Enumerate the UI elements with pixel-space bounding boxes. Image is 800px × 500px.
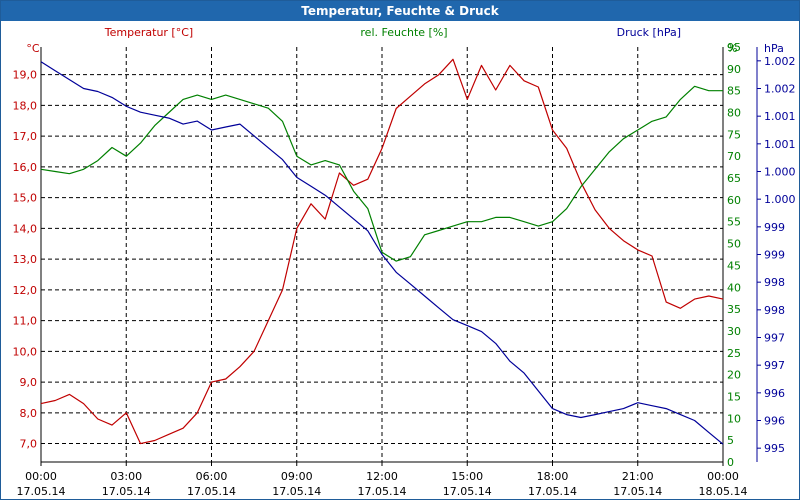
temperature-tick-label: 8,0 (20, 407, 38, 420)
pressure-tick-label: 998 (764, 276, 785, 289)
x-tick-time: 12:00 (366, 470, 398, 483)
pressure-tick-label: 999 (764, 221, 785, 234)
humidity-tick-label: 5 (727, 434, 734, 447)
grid-lines (41, 47, 723, 462)
humidity-tick-label: 65 (727, 172, 741, 185)
temperature-series-label: Temperatur [°C] (104, 26, 193, 39)
humidity-tick-label: 50 (727, 238, 741, 251)
x-tick-date: 17.05.14 (443, 485, 492, 498)
temperature-tick-label: 10,0 (13, 345, 38, 358)
temperature-tick-label: 16,0 (13, 161, 38, 174)
pressure-tick-label: 1.001 (764, 110, 796, 123)
humidity-tick-label: 80 (727, 107, 741, 120)
humidity-tick-label: 20 (727, 369, 741, 382)
pressure-series-label: Druck [hPa] (617, 26, 681, 39)
humidity-tick-label: 30 (727, 325, 741, 338)
x-tick-time: 00:00 (25, 470, 57, 483)
x-tick-time: 09:00 (281, 470, 313, 483)
temperature-tick-label: 12,0 (13, 284, 38, 297)
x-tick-date: 17.05.14 (187, 485, 236, 498)
temperature-line (40, 58, 724, 445)
humidity-tick-label: 15 (727, 390, 741, 403)
pressure-unit: hPa (764, 42, 784, 55)
pressure-tick-label: 1.001 (764, 138, 796, 151)
humidity-tick-label: 25 (727, 347, 741, 360)
x-tick-date: 17.05.14 (613, 485, 662, 498)
pressure-line (40, 61, 724, 445)
x-tick-time: 21:00 (622, 470, 654, 483)
pressure-tick-label: 999 (764, 249, 785, 262)
temperature-tick-label: 11,0 (13, 315, 38, 328)
pressure-tick-label: 998 (764, 304, 785, 317)
temperature-tick-label: 7,0 (20, 438, 38, 451)
pressure-tick-label: 1.002 (764, 83, 796, 96)
tick-labels: 00:00 17.05.14 03:00 17.05.14 06:00 17.05.14 0… (13, 41, 796, 498)
axis-headers: Temperatur [°C] rel. Feuchte [%] Druck [hP… (104, 26, 681, 39)
temperature-tick-label: 19,0 (13, 69, 38, 82)
pressure-tick-label: 1.002 (764, 55, 796, 68)
x-tick-date: 17.05.14 (102, 485, 151, 498)
humidity-unit: % (727, 42, 737, 55)
humidity-tick-label: 45 (727, 259, 741, 272)
axes (40, 47, 761, 466)
x-tick-time: 18:00 (537, 470, 569, 483)
temperature-tick-label: 18,0 (13, 99, 38, 112)
x-tick-time: 15:00 (451, 470, 483, 483)
chart-canvas: Temperatur [°C] rel. Feuchte [%] Druck [hP… (13, 26, 796, 498)
x-tick-date: 17.05.14 (528, 485, 577, 498)
x-tick-date: 17.05.14 (272, 485, 321, 498)
pressure-tick-label: 997 (764, 332, 785, 345)
humidity-tick-label: 70 (727, 150, 741, 163)
pressure-tick-label: 995 (764, 442, 785, 455)
window-title: Temperatur, Feuchte & Druck (1, 1, 799, 21)
x-tick-date: 18.05.14 (699, 485, 748, 498)
humidity-tick-label: 85 (727, 85, 741, 98)
x-tick-date: 17.05.14 (358, 485, 407, 498)
humidity-tick-label: 10 (727, 412, 741, 425)
pressure-tick-label: 997 (764, 359, 785, 372)
pressure-tick-label: 996 (764, 415, 785, 428)
temperature-tick-label: 15,0 (13, 192, 38, 205)
humidity-tick-label: 55 (727, 216, 741, 229)
x-tick-time: 06:00 (196, 470, 228, 483)
pressure-tick-label: 996 (764, 387, 785, 400)
x-tick-time: 00:00 (707, 470, 739, 483)
humidity-tick-label: 75 (727, 128, 741, 141)
pressure-tick-label: 1.000 (764, 193, 796, 206)
humidity-tick-label: 35 (727, 303, 741, 316)
humidity-tick-label: 90 (727, 63, 741, 76)
temperature-tick-label: 17,0 (13, 130, 38, 143)
temperature-tick-label: 14,0 (13, 222, 38, 235)
humidity-tick-label: 60 (727, 194, 741, 207)
x-tick-time: 03:00 (110, 470, 142, 483)
humidity-series-label: rel. Feuchte [%] (360, 26, 447, 39)
pressure-tick-label: 1.000 (764, 166, 796, 179)
x-tick-date: 17.05.14 (17, 485, 66, 498)
humidity-tick-label: 0 (727, 456, 734, 469)
temperature-tick-label: 9,0 (20, 376, 38, 389)
temperature-unit: °C (26, 42, 40, 55)
humidity-tick-label: 95 (727, 41, 741, 54)
humidity-line (40, 85, 723, 262)
humidity-tick-label: 40 (727, 281, 741, 294)
temperature-tick-label: 13,0 (13, 253, 38, 266)
series-lines (40, 58, 724, 445)
